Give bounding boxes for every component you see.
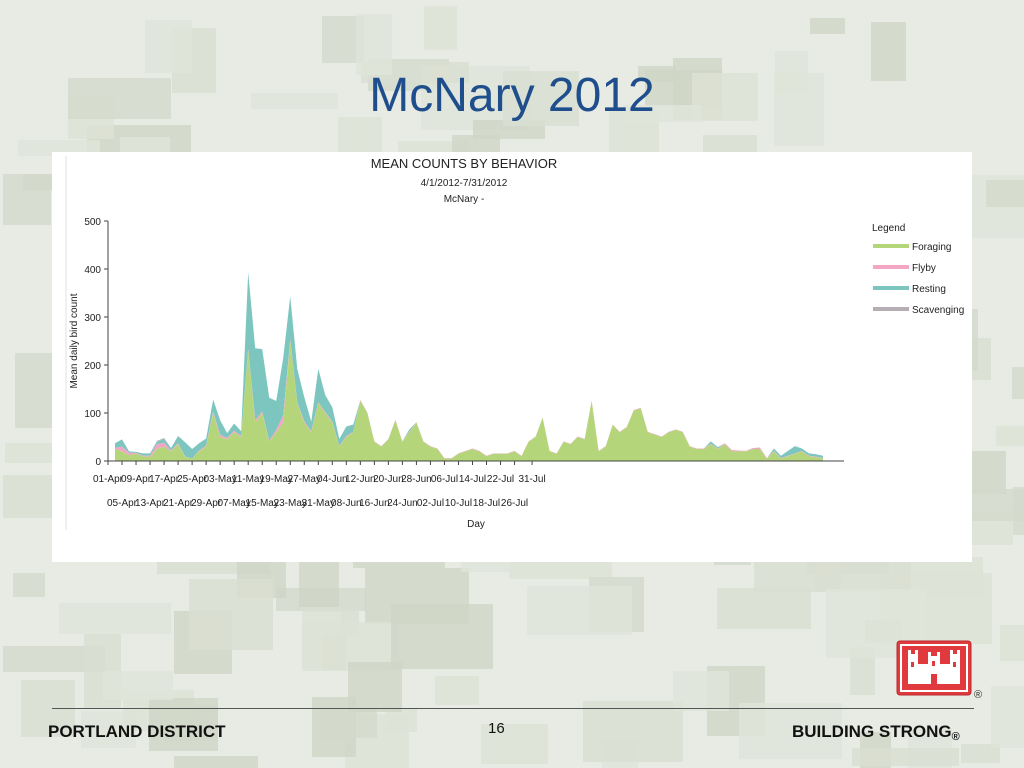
footer-divider: [52, 708, 974, 709]
x-tick-label: 10-Jul: [445, 498, 472, 509]
legend-swatch-scavenging: [873, 307, 909, 311]
series-area-foraging: [115, 341, 823, 461]
y-tick-label: 500: [84, 217, 101, 228]
chart-subtitle: 4/1/2012-7/31/2012: [421, 178, 508, 189]
x-tick-label: 05-Apr: [107, 498, 138, 509]
x-tick-label: 24-Jun: [387, 498, 418, 509]
chart-title: MEAN COUNTS BY BEHAVIOR: [371, 156, 558, 171]
castle-logo-icon: [896, 640, 972, 696]
legend-swatch-foraging: [873, 244, 909, 248]
series-area-resting: [115, 272, 823, 459]
legend-entry-flyby: Flyby: [912, 263, 936, 274]
x-tick-label: 01-Apr: [93, 474, 124, 485]
x-axis-label: Day: [467, 519, 485, 530]
legend-title: Legend: [872, 223, 905, 234]
y-tick-label: 300: [84, 313, 101, 324]
x-tick-label: 08-Jun: [331, 498, 362, 509]
x-tick-label: 03-May: [203, 474, 236, 485]
chart-panel: MEAN COUNTS BY BEHAVIOR 4/1/2012-7/31/201…: [52, 152, 972, 562]
area-chart: MEAN COUNTS BY BEHAVIOR 4/1/2012-7/31/201…: [65, 156, 964, 530]
logo-registered-mark: ®: [974, 689, 983, 701]
x-tick-label: 13-Apr: [135, 498, 166, 509]
x-tick-label: 02-Jul: [417, 498, 444, 509]
x-tick-label: 16-Jun: [359, 498, 390, 509]
x-tick-label: 06-Jul: [431, 474, 458, 485]
x-tick-label: 12-Jun: [345, 474, 376, 485]
y-tick-label: 400: [84, 265, 101, 276]
x-tick-label: 29-Apr: [191, 498, 222, 509]
page-number: 16: [488, 720, 505, 737]
x-tick-label: 11-May: [232, 474, 265, 485]
y-tick-label: 100: [84, 409, 101, 420]
x-tick-label: 18-Jul: [473, 498, 500, 509]
x-tick-label: 26-Jul: [501, 498, 528, 509]
footer-slogan: BUILDING STRONG®: [792, 722, 960, 743]
legend-entry-scavenging: Scavenging: [912, 305, 964, 316]
x-tick-label: 19-May: [260, 474, 293, 485]
registered-mark: ®: [951, 731, 960, 743]
legend-entry-foraging: Foraging: [912, 242, 951, 253]
x-tick-label: 04-Jun: [317, 474, 348, 485]
x-tick-label: 25-Apr: [177, 474, 208, 485]
y-tick-label: 0: [95, 457, 101, 468]
x-tick-label: 28-Jun: [401, 474, 432, 485]
x-tick-label: 23-May: [274, 498, 307, 509]
y-axis-label: Mean daily bird count: [69, 293, 80, 388]
footer-slogan-text: BUILDING STRONG: [792, 722, 952, 741]
legend: Legend Foraging Flyby Resting Scavenging: [872, 223, 964, 316]
legend-swatch-flyby: [873, 265, 909, 269]
x-tick-label: 31-May: [302, 498, 335, 509]
x-tick-label: 27-May: [288, 474, 321, 485]
x-tick-label: 22-Jul: [487, 474, 514, 485]
slide-title: McNary 2012: [369, 69, 655, 122]
x-tick-label: 15-May: [246, 498, 279, 509]
y-tick-label: 200: [84, 361, 101, 372]
x-tick-label: 21-Apr: [163, 498, 194, 509]
x-tick-label: 09-Apr: [121, 474, 152, 485]
legend-swatch-resting: [873, 286, 909, 290]
legend-entry-resting: Resting: [912, 284, 946, 295]
footer-district: PORTLAND DISTRICT: [48, 722, 226, 741]
chart-subtitle-location: McNary -: [444, 194, 485, 205]
x-tick-label: 31-Jul: [518, 474, 545, 485]
x-tick-label: 14-Jul: [459, 474, 486, 485]
x-tick-label: 07-May: [217, 498, 250, 509]
x-tick-label: 17-Apr: [149, 474, 180, 485]
x-tick-label: 20-Jun: [373, 474, 404, 485]
